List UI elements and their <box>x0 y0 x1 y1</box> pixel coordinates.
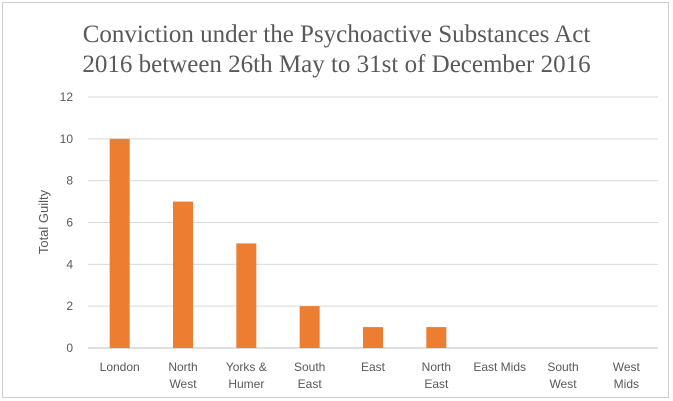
y-tick-label: 0 <box>66 341 73 355</box>
x-tick-label: East Mids <box>473 360 526 374</box>
x-tick-label: West <box>613 360 641 374</box>
y-tick-label: 10 <box>60 132 74 146</box>
y-tick-label: 12 <box>60 90 74 104</box>
y-axis-title: Total Guilty <box>36 189 51 254</box>
bar <box>426 327 447 348</box>
x-tick-label: North <box>168 360 197 374</box>
bar <box>173 201 193 348</box>
x-tick-label: West <box>549 377 577 391</box>
x-tick-label: North <box>422 360 451 374</box>
chart-title-line-2: 2016 between 26th May to 31st of Decembe… <box>82 51 591 78</box>
x-tick-label: East <box>298 377 323 391</box>
x-tick-label: East <box>424 377 449 391</box>
chart-title-line-1: Conviction under the Psychoactive Substa… <box>82 21 591 48</box>
x-tick-label: South <box>294 360 325 374</box>
bar <box>299 306 320 348</box>
y-tick-label: 8 <box>66 174 73 188</box>
bar <box>236 243 257 348</box>
x-tick-label: South <box>547 360 578 374</box>
bar <box>363 327 383 348</box>
x-tick-label: East <box>361 360 386 374</box>
x-tick-label: Mids <box>614 377 639 391</box>
x-tick-label: London <box>100 360 140 374</box>
x-tick-label: Humer <box>228 377 264 391</box>
y-tick-label: 2 <box>66 299 73 313</box>
y-tick-label: 4 <box>66 257 73 271</box>
bar <box>109 138 130 348</box>
x-tick-label: West <box>169 377 197 391</box>
y-tick-label: 6 <box>66 216 73 230</box>
chart-title: Conviction under the Psychoactive Substa… <box>0 20 673 80</box>
x-tick-label: Yorks & <box>226 360 267 374</box>
